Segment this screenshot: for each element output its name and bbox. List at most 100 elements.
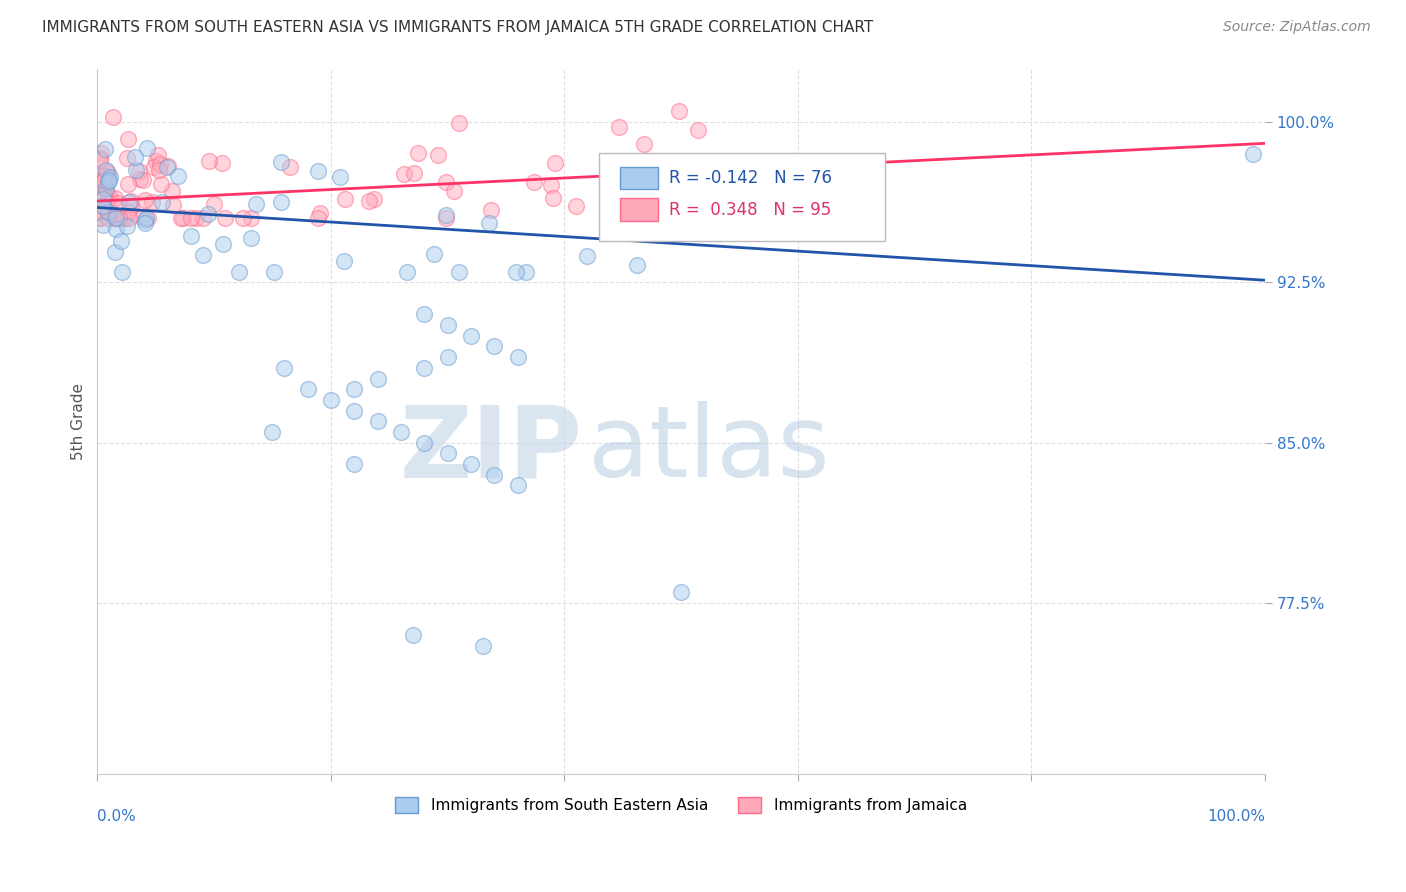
Point <box>98 203 121 218</box>
Point <box>413 435 436 450</box>
Point <box>148 163 170 178</box>
Point <box>232 211 254 226</box>
Point <box>479 202 502 217</box>
Point <box>89 211 111 226</box>
Point <box>146 148 169 162</box>
Point <box>117 177 139 191</box>
Point <box>104 211 127 226</box>
Point <box>607 120 630 134</box>
Point <box>94 185 117 199</box>
Text: R =  0.348   N = 95: R = 0.348 N = 95 <box>669 201 832 219</box>
Point <box>170 211 193 226</box>
Point <box>668 104 690 119</box>
Point <box>103 209 125 223</box>
Point <box>309 206 332 220</box>
Point <box>91 199 114 213</box>
Point <box>156 159 179 173</box>
Point <box>359 194 381 208</box>
Text: R = -0.142   N = 76: R = -0.142 N = 76 <box>669 169 832 187</box>
Point <box>460 457 482 471</box>
Point <box>505 265 527 279</box>
Point <box>367 414 389 428</box>
Point <box>134 213 156 227</box>
Point <box>484 339 506 353</box>
Point <box>329 169 352 184</box>
Point <box>112 211 135 226</box>
Point <box>142 160 165 174</box>
Point <box>565 199 588 213</box>
Point <box>245 197 267 211</box>
Point <box>343 457 366 471</box>
Point <box>93 188 115 202</box>
Point <box>198 153 221 168</box>
Point <box>413 360 436 375</box>
Point <box>150 194 173 209</box>
Point <box>131 210 153 224</box>
Point <box>307 164 329 178</box>
Point <box>191 248 214 262</box>
Point <box>211 237 233 252</box>
Point <box>118 195 141 210</box>
Point <box>120 200 142 214</box>
Point <box>647 171 669 186</box>
Point <box>669 585 692 599</box>
Point <box>436 318 458 332</box>
Point <box>103 211 125 226</box>
Point <box>434 175 457 189</box>
Point <box>97 175 120 189</box>
Point <box>91 219 114 233</box>
Point <box>89 205 111 219</box>
Text: IMMIGRANTS FROM SOUTH EASTERN ASIA VS IMMIGRANTS FROM JAMAICA 5TH GRADE CORRELAT: IMMIGRANTS FROM SOUTH EASTERN ASIA VS IM… <box>42 20 873 35</box>
Point <box>191 211 214 226</box>
Point <box>214 211 236 226</box>
Point <box>319 392 342 407</box>
Point <box>180 228 202 243</box>
Point <box>167 169 190 184</box>
Point <box>180 211 202 226</box>
Point <box>262 425 284 439</box>
Point <box>471 639 494 653</box>
Point <box>633 137 655 152</box>
Point <box>125 163 148 178</box>
Y-axis label: 5th Grade: 5th Grade <box>72 383 86 460</box>
Point <box>392 167 415 181</box>
Point <box>332 253 354 268</box>
Point <box>162 184 184 198</box>
Point <box>110 235 132 249</box>
Point <box>136 141 159 155</box>
Point <box>134 216 156 230</box>
Point <box>202 196 225 211</box>
Point <box>149 177 172 191</box>
Point <box>389 425 412 439</box>
Point <box>413 307 436 321</box>
Point <box>645 175 668 189</box>
Text: 0.0%: 0.0% <box>97 809 136 824</box>
Point <box>103 110 125 124</box>
Point <box>343 382 366 396</box>
Point <box>506 350 529 364</box>
Point <box>120 194 142 208</box>
Text: Source: ZipAtlas.com: Source: ZipAtlas.com <box>1223 20 1371 34</box>
Point <box>132 173 155 187</box>
Point <box>270 155 292 169</box>
Point <box>228 265 250 279</box>
Point <box>117 204 139 219</box>
Bar <box>620 167 658 189</box>
Point <box>1241 147 1264 161</box>
Point <box>449 116 471 130</box>
Point <box>104 244 127 259</box>
Point <box>211 156 233 170</box>
Point <box>138 211 160 226</box>
Point <box>436 350 458 364</box>
Point <box>128 172 150 186</box>
Text: atlas: atlas <box>588 401 830 498</box>
Point <box>96 164 118 178</box>
Point <box>270 195 292 210</box>
Point <box>443 184 465 198</box>
Point <box>401 628 423 642</box>
Point <box>114 211 136 226</box>
Point <box>541 191 564 205</box>
Point <box>98 169 121 184</box>
Point <box>406 145 429 160</box>
Point <box>239 231 262 245</box>
